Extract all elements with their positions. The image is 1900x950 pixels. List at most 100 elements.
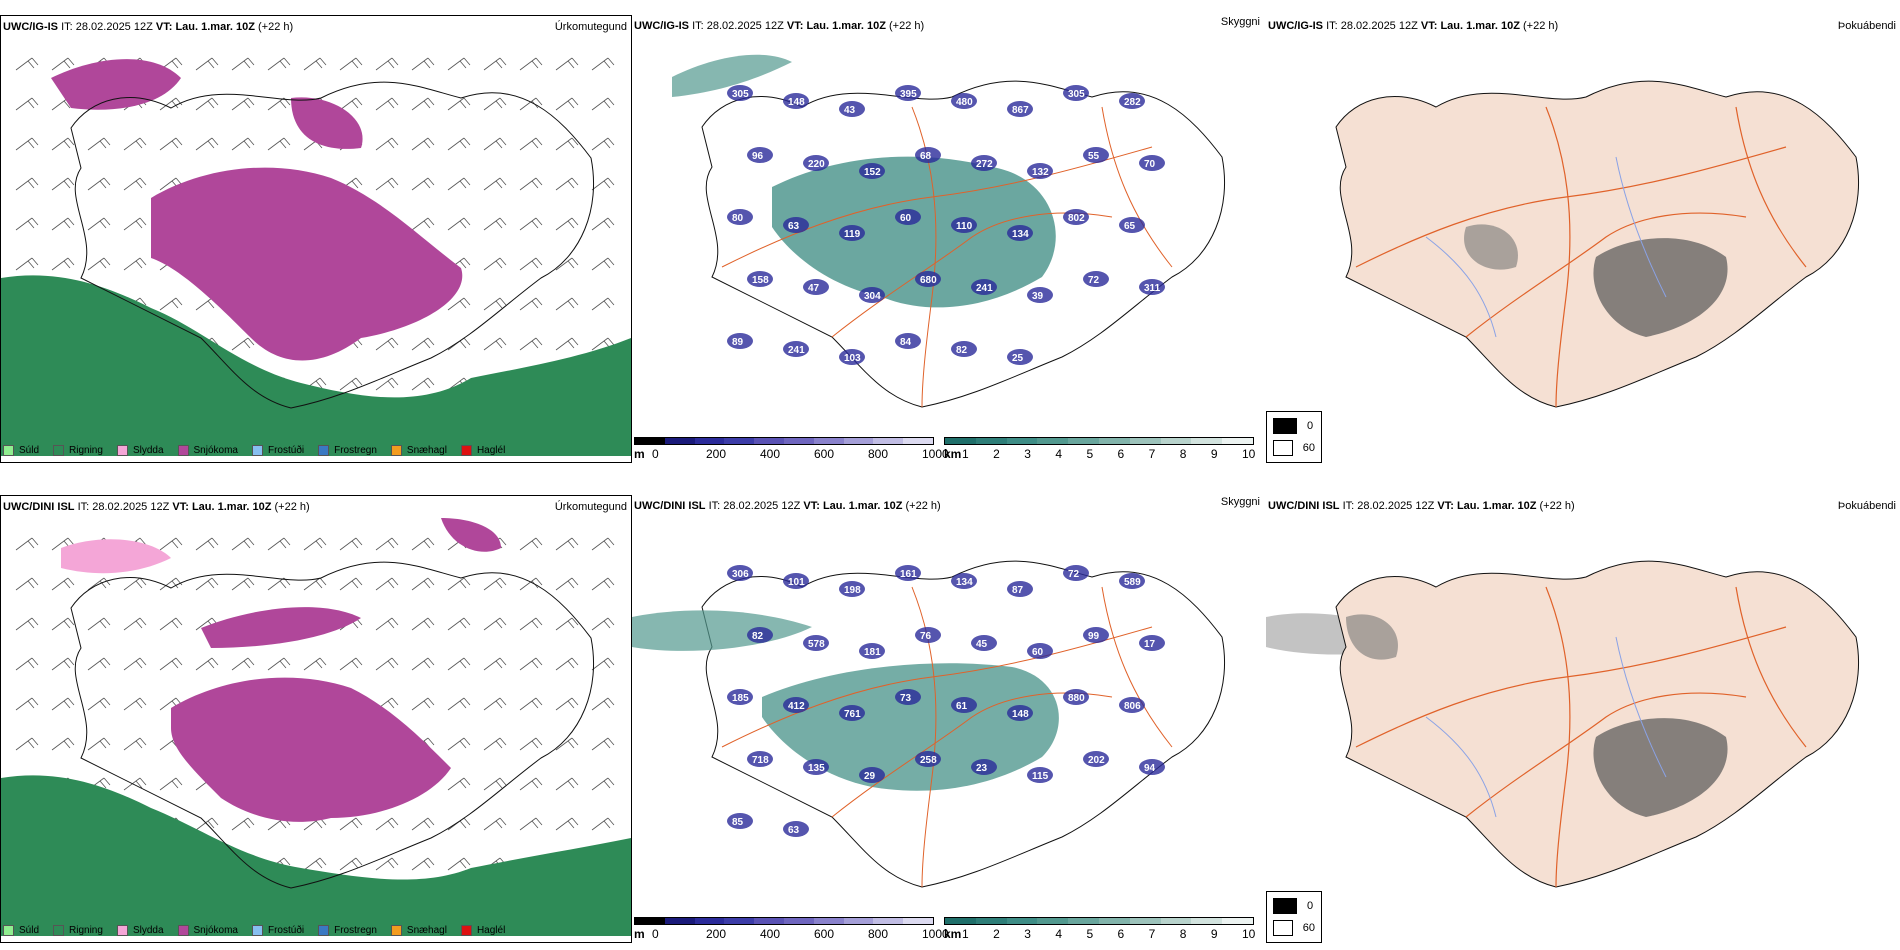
colorbar-tick: 2: [993, 447, 1000, 461]
wind-barb: [447, 857, 471, 871]
wind-barb: [15, 57, 39, 71]
visibility-plume-north: [672, 54, 792, 97]
wind-barb: [447, 577, 471, 591]
wind-barb: [519, 697, 543, 711]
ceiling-value-label: 241: [788, 345, 805, 356]
ceiling-value-label: 63: [788, 825, 800, 836]
ceiling-value-label: 202: [1088, 755, 1105, 766]
ceiling-cell: [1119, 93, 1145, 109]
legend-label: Súld: [19, 925, 40, 936]
panel-title: Skyggni: [1220, 496, 1260, 508]
wind-barb: [519, 97, 543, 111]
wind-barb: [267, 57, 291, 71]
ceiling-value-label: 311: [1144, 283, 1161, 294]
ceiling-value-label: 101: [788, 577, 805, 588]
wind-barb: [159, 657, 183, 671]
rivers: [1425, 156, 1667, 338]
ceiling-cell: [727, 813, 753, 829]
legend-swatch: [251, 925, 263, 936]
wind-barb: [519, 657, 543, 671]
ceiling-cell: [747, 751, 773, 767]
wind-barb: [267, 657, 291, 671]
ceiling-value-label: 867: [1012, 105, 1029, 116]
snow-band-north: [201, 607, 361, 648]
legend-label: Rigning: [69, 445, 103, 456]
colorbar-tick: 10: [1242, 447, 1256, 461]
fog-map: [1335, 80, 1860, 408]
legend-label: Snæhagl: [406, 445, 447, 456]
colorbar-tick: 800: [868, 447, 889, 461]
fog-legend-item: 60: [1273, 440, 1315, 456]
ceiling-cell: [747, 147, 773, 163]
ceiling-value-label: 272: [976, 159, 993, 170]
ceiling-value-label: 84: [900, 337, 912, 348]
wind-barb: [195, 97, 219, 111]
legend-item: Snæhagl: [390, 445, 447, 456]
wind-barb: [231, 97, 255, 111]
ceiling-cell: [783, 573, 809, 589]
fog-area: [1593, 238, 1728, 337]
wind-barb: [339, 97, 363, 111]
wind-barb: [123, 657, 147, 671]
ceiling-value-label: 103: [844, 353, 861, 364]
legend-label: Snæhagl: [406, 925, 447, 936]
wind-barb: [15, 177, 39, 191]
wind-barb: [591, 217, 615, 231]
ceiling-value-label: 25: [1012, 353, 1024, 364]
wind-barb: [591, 817, 615, 831]
ceiling-value-label: 880: [1068, 693, 1085, 704]
wind-barb: [591, 737, 615, 751]
colorbar-tick: 1000: [922, 927, 949, 941]
wind-barb: [519, 177, 543, 191]
ceiling-value-label: 578: [808, 639, 825, 650]
panel-header: UWC/DINI ISL IT: 28.02.2025 12Z VT: Lau.…: [634, 500, 941, 512]
ceiling-cell: [1063, 689, 1089, 705]
ceiling-value-label: 395: [900, 89, 917, 100]
ceiling-cell: [1007, 101, 1033, 117]
wind-barb: [15, 657, 39, 671]
wind-barb: [447, 97, 471, 111]
wind-barb: [483, 57, 507, 71]
colorbar-tick: 8: [1179, 927, 1187, 941]
wind-barb: [555, 257, 579, 271]
wind-barb: [375, 337, 399, 351]
legend-item: Snjókoma: [177, 925, 238, 936]
rain-area: [1, 775, 631, 936]
wind-barb: [411, 577, 435, 591]
wind-barb: [555, 97, 579, 111]
legend-item: Slydda: [116, 445, 164, 456]
wind-barb: [15, 537, 39, 551]
wind-barb: [483, 137, 507, 151]
legend-item: Snæhagl: [390, 925, 447, 936]
wind-barb: [483, 217, 507, 231]
ceiling-cell: [1007, 581, 1033, 597]
ceiling-value-label: 39: [1032, 291, 1044, 302]
wind-barb: [159, 777, 183, 791]
wind-barb: [375, 137, 399, 151]
wind-barb: [555, 817, 579, 831]
colorbar-tick: 4: [1055, 927, 1063, 941]
wind-barb: [231, 817, 255, 831]
legend-swatch: [460, 445, 472, 456]
ceiling-cell: [727, 689, 753, 705]
ceiling-value-label: 85: [732, 817, 744, 828]
wind-barb: [231, 577, 255, 591]
wind-barb: [483, 737, 507, 751]
low-visibility-band: [762, 663, 1059, 791]
legend-label: Haglél: [476, 925, 506, 936]
ceiling-value-label: 68: [920, 151, 932, 162]
iceland-outline: [70, 81, 595, 409]
visibility-unit: km: [944, 927, 962, 941]
wind-barb: [591, 777, 615, 791]
wind-barb: [303, 657, 327, 671]
wind-barb: [519, 57, 543, 71]
ceiling-colorbar: m 0 200 400 600 800 1000: [634, 437, 949, 461]
ceiling-cell: [727, 209, 753, 225]
precip-legend: Súld Rigning Slydda Snjókoma Frostúði Frostre…: [3, 925, 519, 936]
legend-swatch: [53, 925, 65, 936]
legend-swatch: [177, 445, 189, 456]
wind-barb: [195, 577, 219, 591]
ceiling-value-label: 148: [1012, 709, 1029, 720]
fog-panel-bottom: UWC/DINI ISL IT: 28.02.2025 12Z VT: Lau.…: [1266, 495, 1900, 943]
colorbar-tick: 600: [814, 447, 835, 461]
